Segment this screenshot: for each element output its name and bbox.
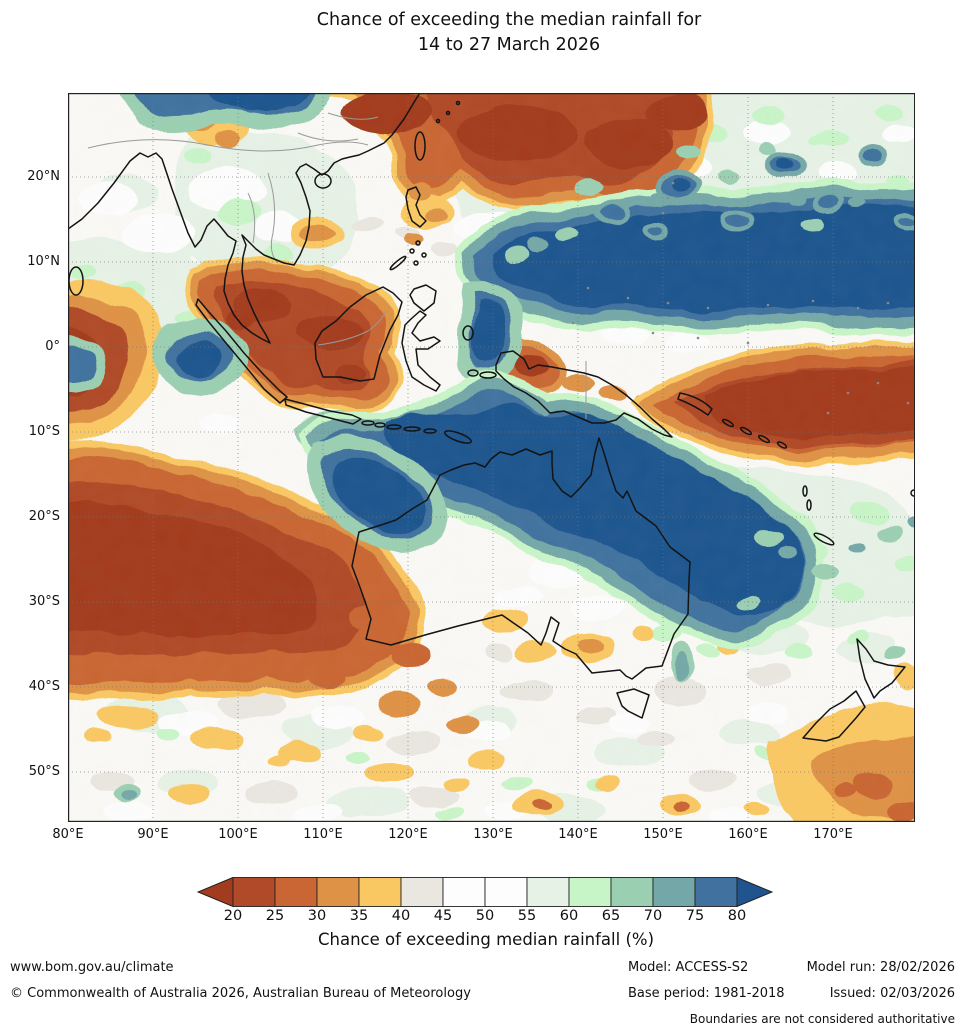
footer-issued: Issued: 02/03/2026 — [829, 986, 955, 1001]
footer-model: Model: ACCESS-S2 — [628, 960, 749, 975]
colorbar-tick-label: 30 — [307, 908, 327, 924]
colorbar-tick-label: 80 — [727, 908, 747, 924]
lat-tick-label: 20°S — [28, 509, 60, 524]
colorbar-segment — [568, 877, 612, 907]
map-frame — [68, 93, 915, 822]
colorbar-segment — [232, 877, 276, 907]
colorbar-title: Chance of exceeding median rainfall (%) — [317, 930, 655, 949]
contour-texture — [68, 93, 915, 822]
map-canvas — [68, 93, 915, 822]
colorbar-tick-label: 60 — [559, 908, 579, 924]
colorbar-tick-label: 55 — [517, 908, 537, 924]
colorbar-segment — [358, 877, 402, 907]
colorbar-segment — [652, 877, 696, 907]
footer-model-run: Model run: 28/02/2026 — [806, 960, 955, 975]
colorbar-tick-label: 35 — [349, 908, 369, 924]
colorbar-segment — [610, 877, 654, 907]
title-line1: Chance of exceeding the median rainfall … — [316, 10, 702, 30]
lon-tick-label: 80°E — [52, 827, 84, 842]
footer-base-period: Base period: 1981-2018 — [628, 986, 785, 1001]
lon-tick-label: 140°E — [558, 827, 598, 842]
lat-tick-label: 30°S — [28, 594, 60, 609]
lat-tick-label: 50°S — [28, 764, 60, 779]
lon-tick-label: 150°E — [643, 827, 683, 842]
colorbar-tick-label: 40 — [391, 908, 411, 924]
colorbar-legend — [196, 876, 774, 912]
colorbar-segment — [526, 877, 570, 907]
lat-tick-label: 20°N — [27, 169, 60, 184]
country-borders — [87, 112, 587, 419]
page-title: Chance of exceeding the median rainfall … — [317, 8, 701, 59]
colorbar-segment — [484, 877, 528, 907]
colorbar-tick-label: 65 — [601, 908, 621, 924]
lat-tick-label: 10°S — [28, 424, 60, 439]
rainfall-probability-map — [68, 93, 916, 822]
colorbar-segment — [442, 877, 486, 907]
colorbar-left-arrow — [196, 876, 234, 908]
lon-tick-label: 90°E — [137, 827, 169, 842]
colorbar-tick-label: 75 — [685, 908, 705, 924]
footer-url: www.bom.gov.au/climate — [10, 960, 174, 975]
lon-tick-label: 110°E — [303, 827, 343, 842]
lon-tick-label: 130°E — [473, 827, 513, 842]
colorbar-tick-label: 20 — [223, 908, 243, 924]
footer-disclaimer: Boundaries are not considered authoritat… — [689, 1012, 955, 1026]
lat-tick-label: 40°S — [28, 679, 60, 694]
footer-copyright: © Commonwealth of Australia 2026, Austra… — [10, 986, 471, 1001]
colorbar-segment — [274, 877, 318, 907]
colorbar-segment — [694, 877, 738, 907]
colorbar-segment — [316, 877, 360, 907]
lon-tick-label: 170°E — [813, 827, 853, 842]
lon-tick-label: 160°E — [728, 827, 768, 842]
lat-tick-label: 10°N — [27, 254, 60, 269]
lon-tick-label: 120°E — [388, 827, 428, 842]
colorbar-tick-label: 70 — [643, 908, 663, 924]
colorbar-tick-label: 50 — [475, 908, 495, 924]
title-line2: 14 to 27 March 2026 — [417, 35, 601, 56]
colorbar-tick-label: 45 — [433, 908, 453, 924]
colorbar-tick-label: 25 — [265, 908, 285, 924]
colorbar-segment — [400, 877, 444, 907]
coastlines — [68, 93, 915, 742]
lat-tick-label: 0° — [45, 339, 60, 354]
lon-tick-label: 100°E — [218, 827, 258, 842]
atoll-islands — [571, 181, 910, 415]
colorbar-right-arrow — [736, 876, 774, 908]
